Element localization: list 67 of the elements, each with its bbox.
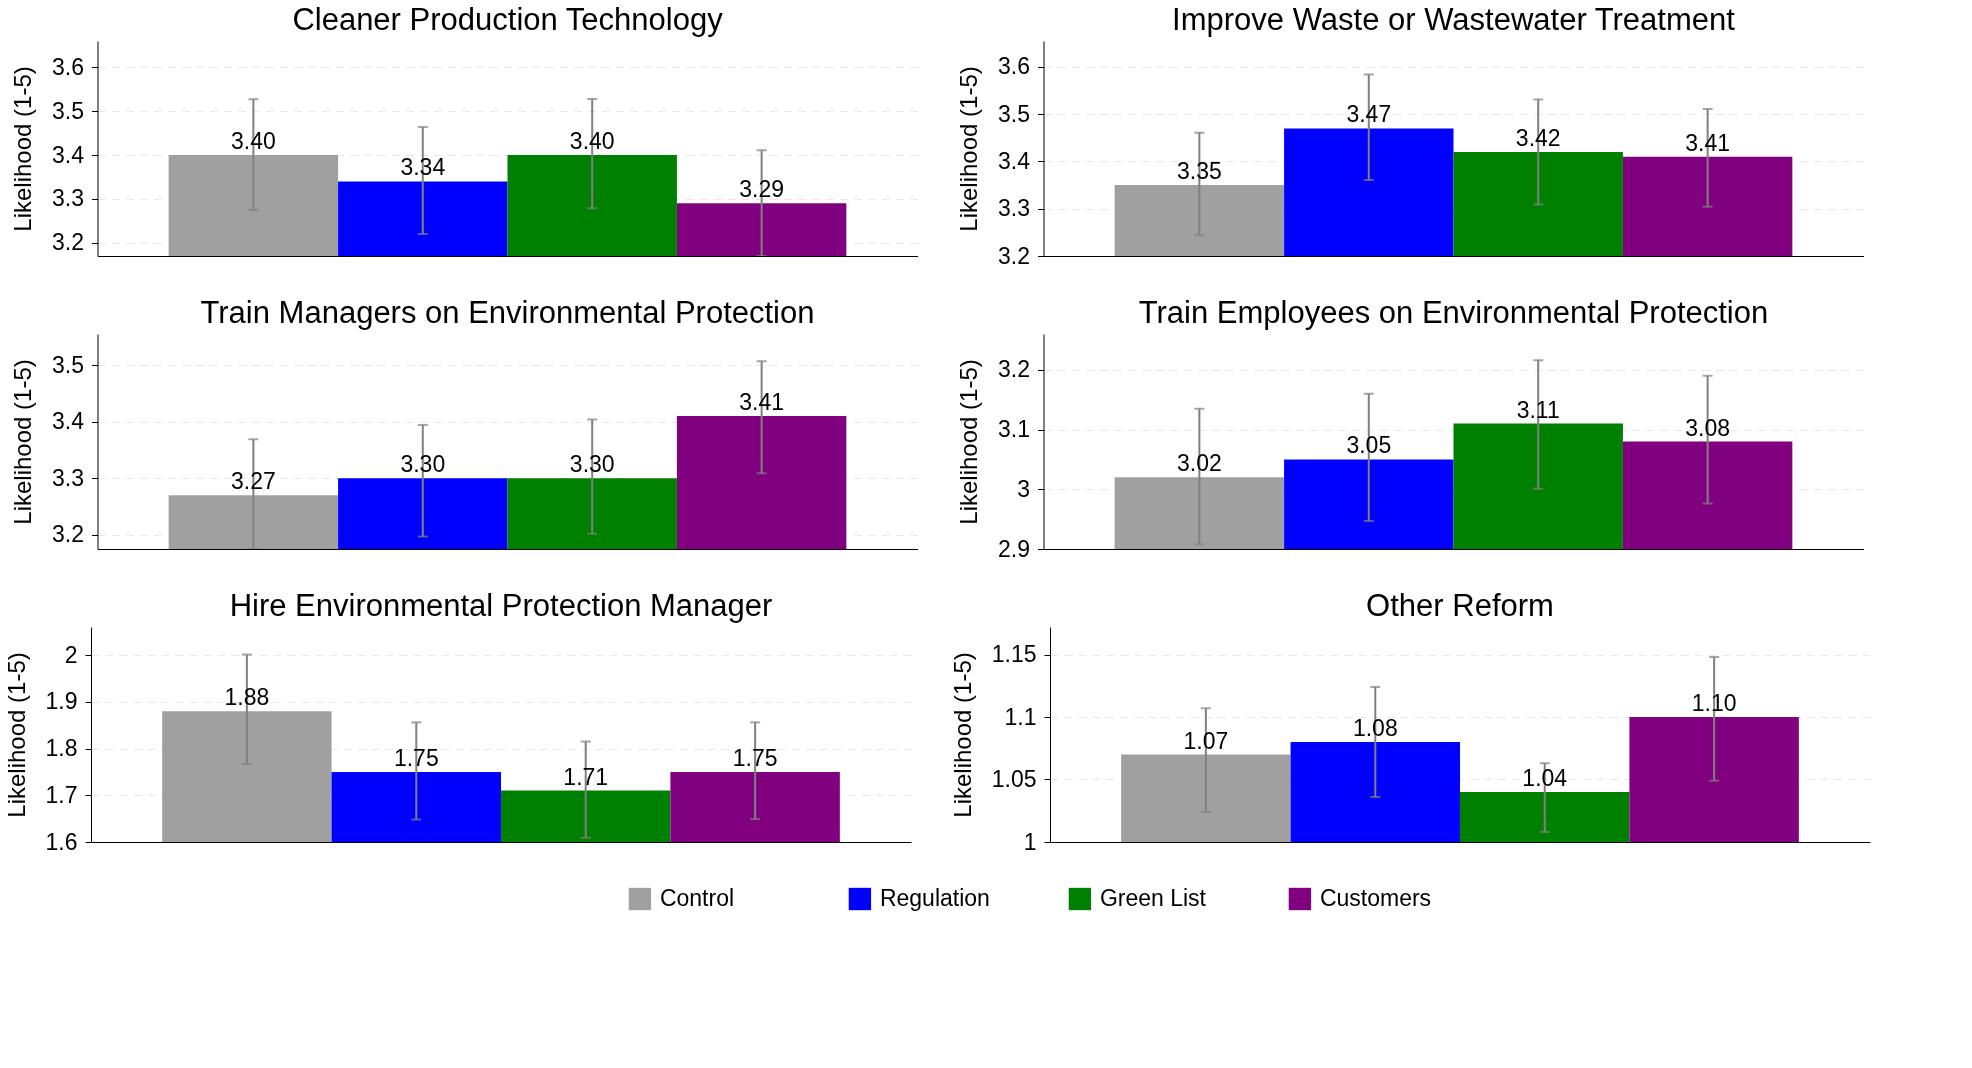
y-tick-label: 3.4 xyxy=(998,147,1031,174)
data-label: 3.42 xyxy=(1515,125,1561,152)
y-tick-label: 3.6 xyxy=(998,53,1030,80)
y-tick-label: 3.6 xyxy=(52,53,84,80)
chart-title: Improve Waste or Wastewater Treatment xyxy=(1172,2,1736,37)
data-label: 1.75 xyxy=(732,744,778,771)
y-tick-label: 3.5 xyxy=(52,351,84,378)
data-label: 3.34 xyxy=(400,154,446,181)
y-tick-label: 1.9 xyxy=(45,688,78,715)
chart-title: Train Employees on Environmental Protection xyxy=(1138,295,1769,330)
y-tick-label: 1.15 xyxy=(991,641,1037,667)
y-tick-label: 3.2 xyxy=(52,521,84,548)
y-tick-label: 2.9 xyxy=(998,535,1030,562)
y-axis-title: Likelihood (1-5) xyxy=(2,652,30,818)
y-tick-label: 3.4 xyxy=(52,141,85,168)
data-label: 3.02 xyxy=(1176,450,1222,477)
data-label: 1.88 xyxy=(224,684,270,711)
y-tick-label: 1.8 xyxy=(45,735,78,762)
legend-label: Green List xyxy=(1099,885,1207,911)
y-tick-label: 3.2 xyxy=(998,356,1030,383)
chart-title: Train Managers on Environmental Protection xyxy=(200,295,815,330)
data-label: 3.05 xyxy=(1346,432,1392,459)
data-label: 1.04 xyxy=(1522,765,1568,791)
y-axis-title: Likelihood (1-5) xyxy=(948,652,976,818)
y-axis-title: Likelihood (1-5) xyxy=(955,66,983,232)
data-label: 3.08 xyxy=(1685,414,1731,441)
y-axis-title: Likelihood (1-5) xyxy=(9,66,37,232)
y-tick-label: 3 xyxy=(1017,475,1030,502)
data-label: 1.75 xyxy=(393,744,439,771)
y-tick-label: 3.3 xyxy=(52,185,84,212)
y-axis-title: Likelihood (1-5) xyxy=(955,359,983,525)
y-tick-label: 2 xyxy=(64,641,78,668)
data-label: 3.35 xyxy=(1176,158,1222,185)
y-tick-label: 1.05 xyxy=(991,766,1037,792)
data-label: 1.07 xyxy=(1183,727,1229,754)
data-label: 1.10 xyxy=(1691,690,1737,716)
y-tick-label: 1.7 xyxy=(45,781,78,808)
legend-label: Regulation xyxy=(879,885,990,911)
y-tick-label: 3.5 xyxy=(52,97,84,124)
y-tick-label: 1.6 xyxy=(45,828,78,855)
chart-title: Hire Environmental Protection Manager xyxy=(229,588,773,623)
y-tick-label: 1 xyxy=(1023,828,1037,855)
data-label: 1.71 xyxy=(563,763,609,790)
data-label: 3.47 xyxy=(1346,101,1392,128)
data-label: 3.41 xyxy=(739,389,785,416)
legend-label: Control xyxy=(659,885,735,911)
data-label: 1.08 xyxy=(1352,715,1398,741)
data-label: 3.30 xyxy=(400,451,446,478)
y-tick-label: 3.5 xyxy=(998,100,1030,127)
chart-title: Other Reform xyxy=(1366,588,1554,623)
data-label: 3.27 xyxy=(230,468,276,495)
y-tick-label: 3.4 xyxy=(52,408,85,435)
data-label: 3.30 xyxy=(569,451,615,478)
data-label: 3.11 xyxy=(1516,396,1560,423)
legend-label: Customers xyxy=(1319,885,1432,911)
data-label: 3.40 xyxy=(569,128,615,155)
y-tick-label: 3.2 xyxy=(998,242,1030,269)
y-tick-label: 1.1 xyxy=(1004,703,1037,730)
data-label: 3.29 xyxy=(739,176,785,203)
y-tick-label: 3.3 xyxy=(52,464,84,491)
data-label: 3.40 xyxy=(230,128,276,155)
y-tick-label: 3.1 xyxy=(998,416,1030,443)
y-tick-label: 3.2 xyxy=(52,229,84,256)
y-axis-title: Likelihood (1-5) xyxy=(9,359,37,525)
y-tick-label: 3.3 xyxy=(998,195,1030,222)
data-label: 3.41 xyxy=(1685,129,1731,156)
chart-title: Cleaner Production Technology xyxy=(292,2,724,37)
